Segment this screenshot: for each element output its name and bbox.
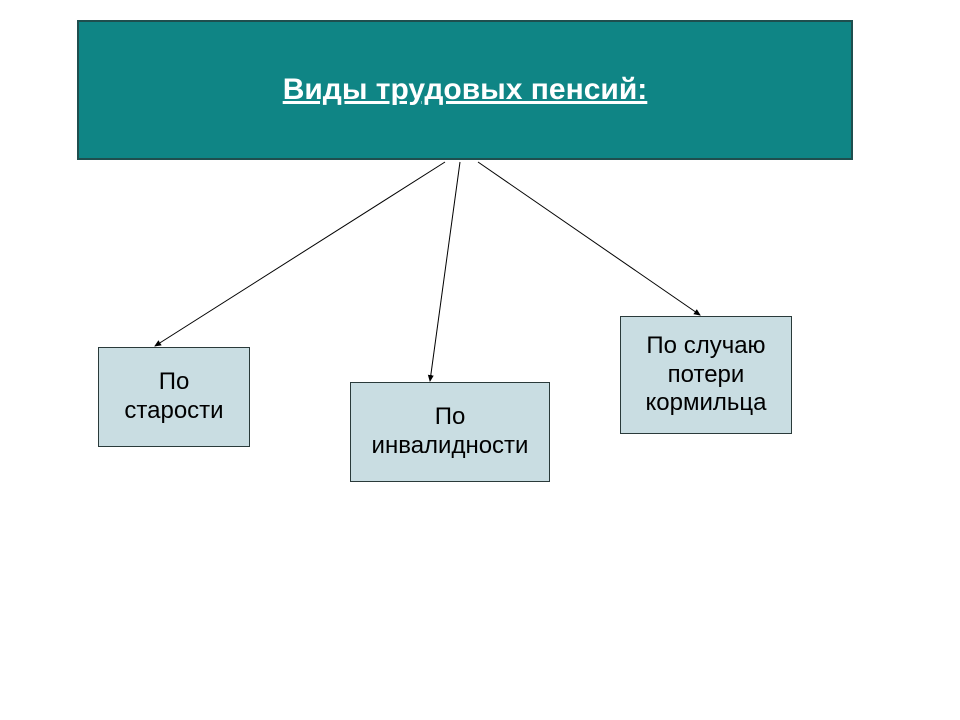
title-box: Виды трудовых пенсий:	[77, 20, 853, 160]
node-disability: По инвалидности	[350, 382, 550, 482]
connector-line	[155, 162, 445, 346]
node-label: По старости	[124, 368, 223, 426]
connector-line	[478, 162, 700, 315]
node-old-age: По старости	[98, 347, 250, 447]
node-loss-breadwinner: По случаю потери кормильца	[620, 316, 792, 434]
connector-line	[430, 162, 460, 381]
node-label: По инвалидности	[372, 403, 529, 461]
title-text: Виды трудовых пенсий:	[283, 73, 648, 107]
node-label: По случаю потери кормильца	[646, 332, 767, 418]
